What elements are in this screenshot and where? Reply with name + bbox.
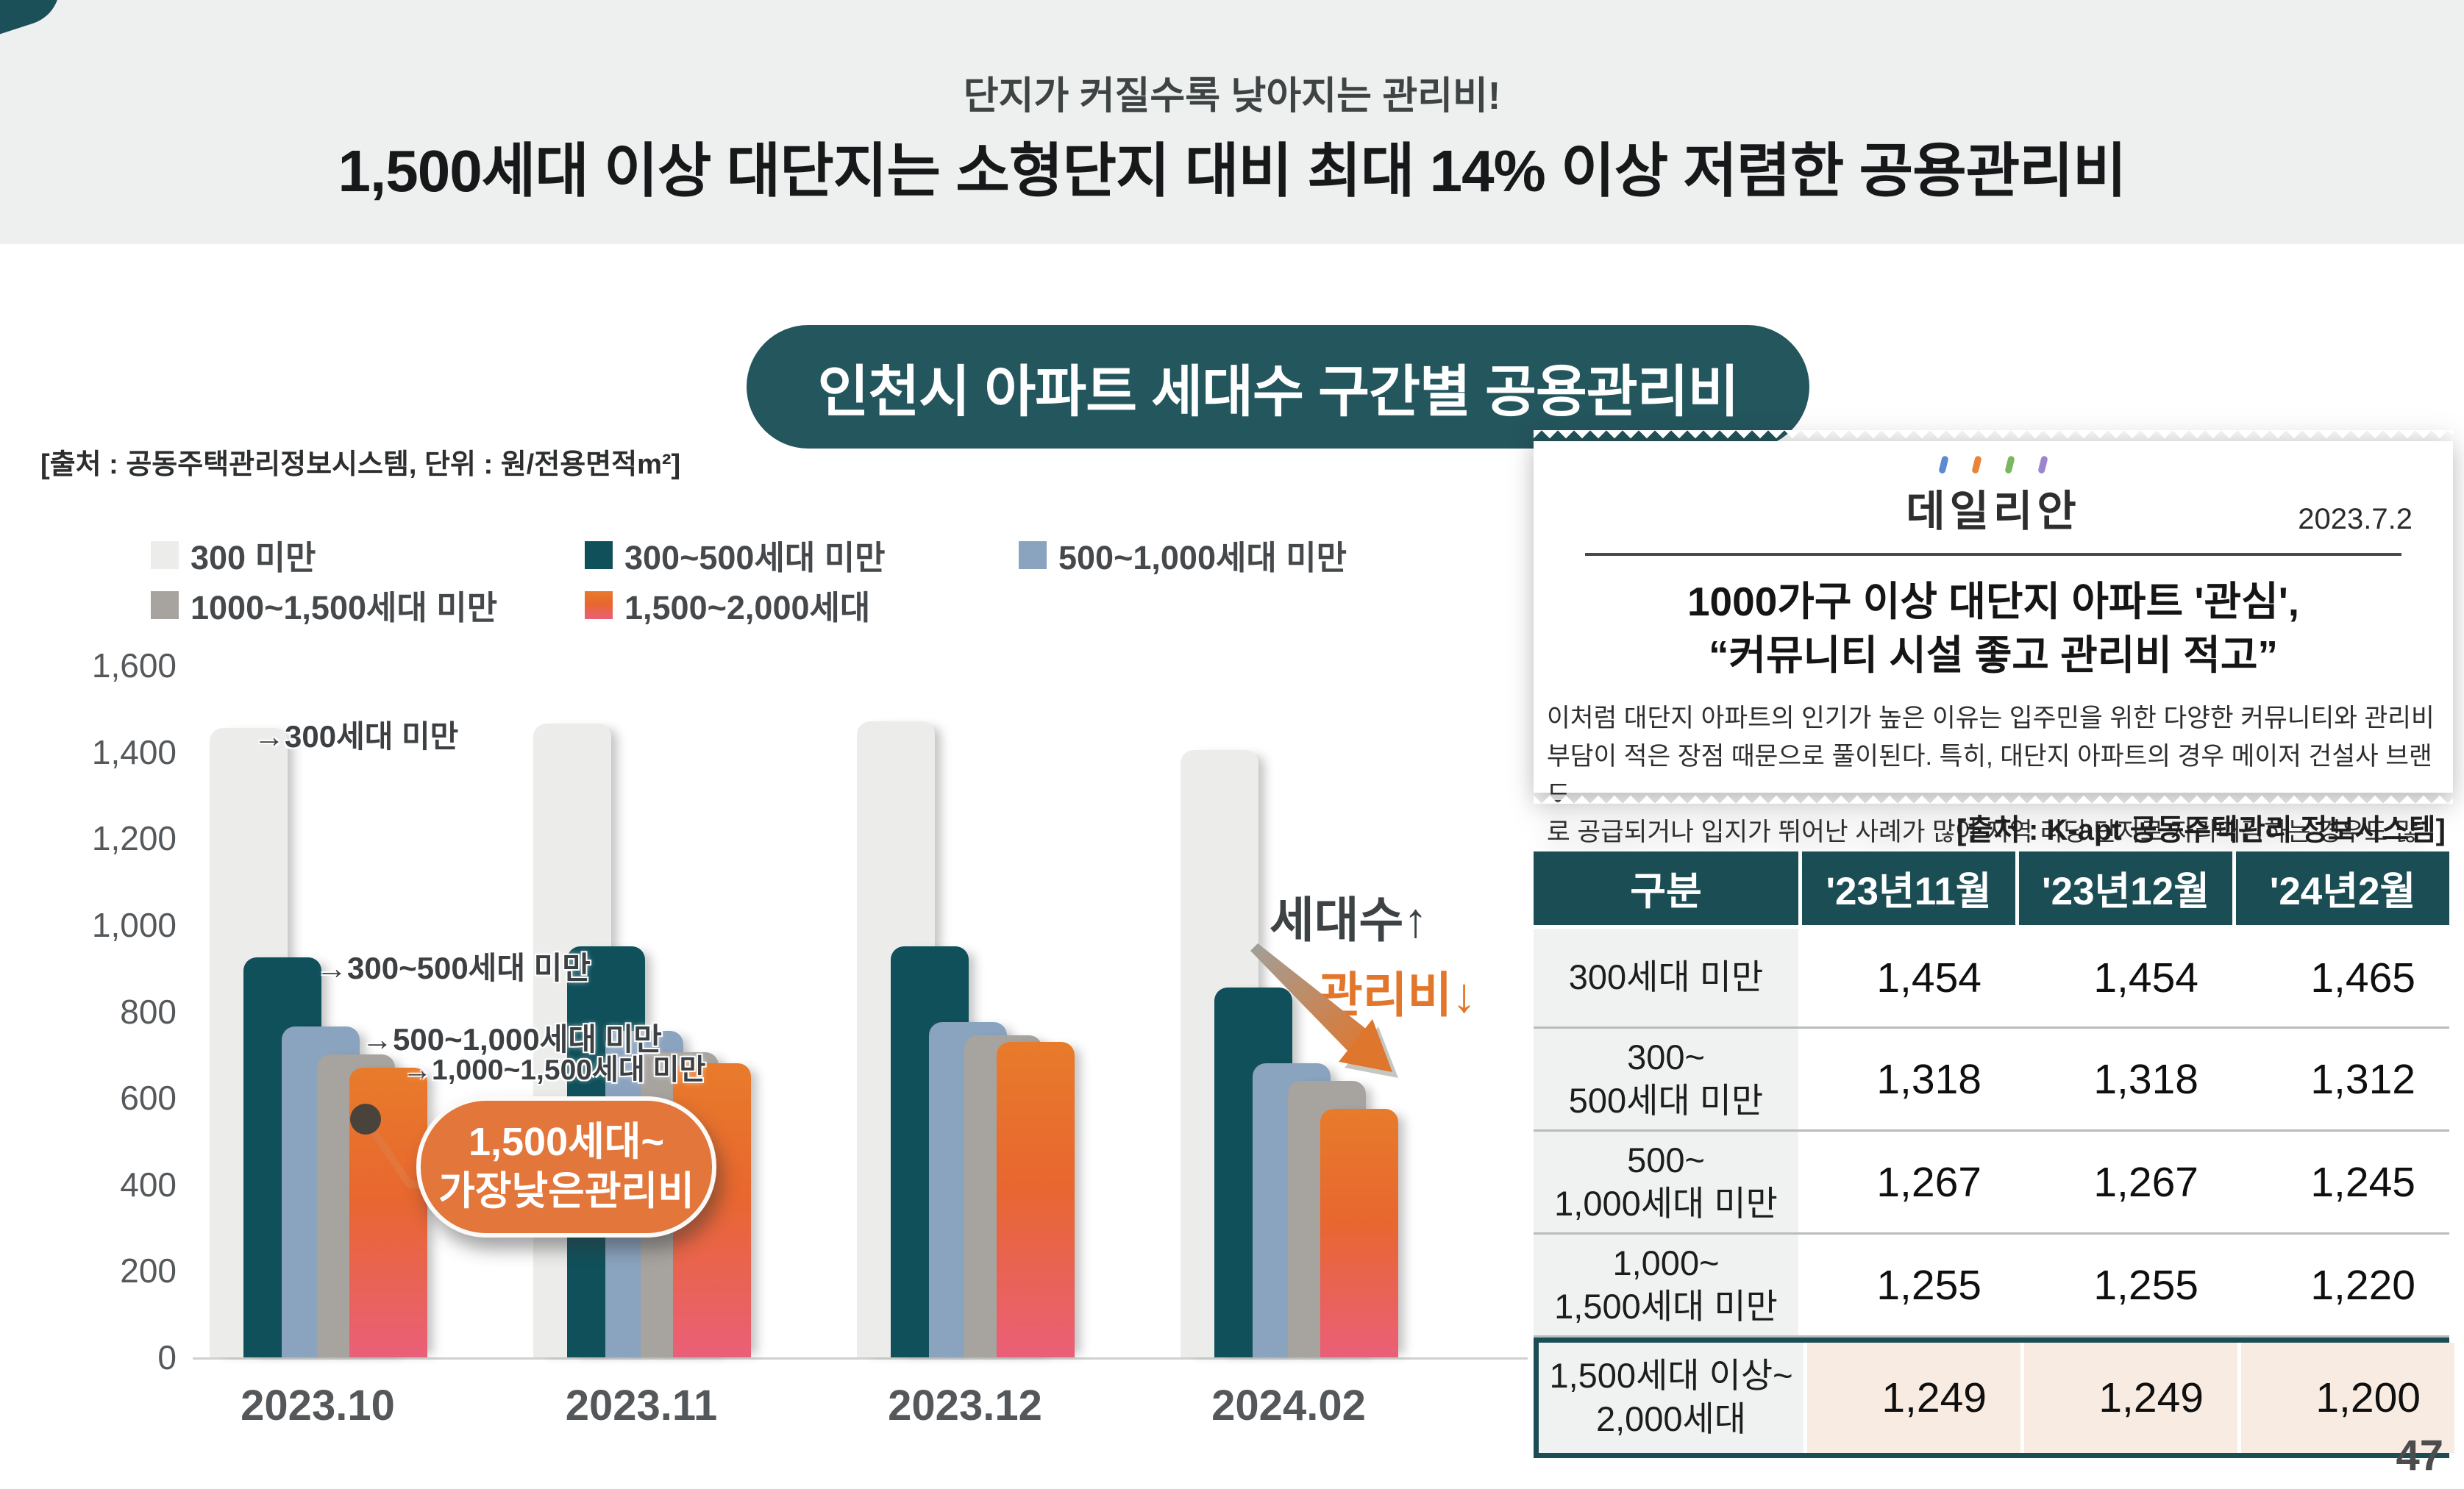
x-axis-label: 2024.02 [1211, 1382, 1366, 1429]
news-body-line1: 이처럼 대단지 아파트의 인기가 높은 이유는 입주민을 위한 다양한 커뮤니티… [1547, 704, 2435, 732]
cell-value: 1,249 [2024, 1343, 2237, 1453]
legend-label-under300: 300 미만 [191, 539, 316, 576]
row-label: 1,500세대 이상~ 2,000세대 [1539, 1343, 1804, 1453]
row-label: 300~ 500세대 미만 [1534, 1029, 1798, 1129]
chart-title-text: 인천시 아파트 세대수 구간별 공용관리비 [817, 361, 1739, 424]
legend-item-under300: 300 미만 [151, 531, 316, 579]
table-header-row: 구분 '23년11월 '23년12월 '24년2월 [1534, 851, 2449, 925]
cell-value: 1,255 [1802, 1235, 2015, 1335]
news-divider [1585, 553, 2401, 556]
news-clipping: 데일리안 2023.7.2 1000가구 이상 대단지 아파트 '관심', “커… [1534, 430, 2453, 885]
table-header-dec23: '23년12월 [2019, 851, 2232, 925]
table-header-feb24: '24년2월 [2236, 851, 2449, 925]
table-row: 300~ 500세대 미만 1,318 1,318 1,312 [1534, 1029, 2449, 1132]
table-row: 300세대 미만 1,454 1,454 1,465 [1534, 929, 2449, 1029]
cell-value: 1,255 [2019, 1235, 2232, 1335]
legend-item-1500-2000: 1,500~2,000세대 [585, 581, 870, 629]
cell-value: 1,318 [1802, 1029, 2015, 1129]
legend-label-1500-2000: 1,500~2,000세대 [624, 589, 871, 626]
legend-label-1000-1500: 1000~1,500세대 미만 [191, 589, 498, 626]
news-body: 이처럼 대단지 아파트의 인기가 높은 이유는 입주민을 위한 다양한 커뮤니티… [1547, 700, 2443, 890]
legend-item-500-1000: 500~1,000세대 미만 [1019, 531, 1347, 579]
cell-value: 1,267 [1802, 1132, 2015, 1232]
cell-value: 1,454 [1802, 929, 2015, 1026]
annotation-300-500: →300~500세대 미만 [316, 951, 591, 985]
y-tick-label: 200 [120, 1251, 177, 1290]
fee-down-label: 관리비↓ [1318, 968, 1477, 1022]
table-source-note: [출처 : K-apt 공동주택관리 정보시스템] [1956, 814, 2446, 846]
legend-swatch-under300 [151, 540, 179, 569]
header-band [0, 0, 2464, 244]
cell-value: 1,318 [2019, 1029, 2232, 1129]
fee-table: 구분 '23년11월 '23년12월 '24년2월 300세대 미만 1,454… [1534, 851, 2454, 1458]
table-header-nov23: '23년11월 [1802, 851, 2015, 925]
news-body-line2: 부담이 적은 장점 때문으로 풀이된다. 특히, 대단지 아파트의 경우 메이저… [1547, 742, 2432, 809]
table-row: 500~ 1,000세대 미만 1,267 1,267 1,245 [1534, 1132, 2449, 1235]
page-number: 47 [2396, 1432, 2443, 1479]
legend-item-300-500: 300~500세대 미만 [585, 531, 886, 579]
y-tick-label: 800 [120, 992, 177, 1031]
cell-value: 1,454 [2019, 929, 2232, 1026]
y-tick-label: 1,400 [91, 732, 177, 771]
chart-title-badge: 인천시 아파트 세대수 구간별 공용관리비 [747, 325, 1809, 449]
y-tick-label: 400 [120, 1165, 177, 1204]
table-header-gubun: 구분 [1534, 851, 1798, 925]
news-date: 2023.7.2 [2298, 503, 2413, 535]
row-label: 1,000~ 1,500세대 미만 [1534, 1235, 1798, 1335]
households-up-label: 세대수↑ [1270, 893, 1428, 947]
bar-2023.12-series-4 [997, 1042, 1075, 1357]
slide-subtitle: 단지가 커질수록 낮아지는 관리비! [963, 75, 1501, 118]
callout-line2: 가장낮은관리비 [438, 1169, 694, 1213]
news-headline-line1: 1000가구 이상 대단지 아파트 '관심', [1687, 579, 2300, 624]
news-headline: 1000가구 이상 대단지 아파트 '관심', “커뮤니티 시설 좋고 관리비 … [1534, 575, 2453, 682]
y-tick-label: 1,000 [91, 905, 177, 944]
y-axis: 1,600 1,400 1,200 1,000 800 600 400 200 0 [29, 646, 177, 1376]
row-label: 500~ 1,000세대 미만 [1534, 1132, 1798, 1232]
callout-line1: 1,500세대~ [468, 1119, 665, 1164]
chart-source-note: [출처 : 공동주택관리정보시스템, 단위 : 원/전용면적m²] [40, 449, 681, 480]
x-axis-labels: 2023.10 2023.11 2023.12 2024.02 [199, 1381, 1523, 1440]
slide-title: 1,500세대 이상 대단지는 소형단지 대비 최대 14% 이상 저렴한 공용… [338, 138, 2127, 204]
legend-swatch-1000-1500 [151, 590, 179, 619]
cell-value: 1,267 [2019, 1132, 2232, 1232]
legend-label-500-1000: 500~1,000세대 미만 [1058, 539, 1347, 576]
x-axis-label: 2023.10 [241, 1382, 395, 1429]
table-row: 1,000~ 1,500세대 미만 1,255 1,255 1,220 [1534, 1235, 2449, 1338]
y-tick-label: 0 [157, 1338, 177, 1376]
cell-value: 1,249 [1807, 1343, 2020, 1453]
cell-value: 1,245 [2236, 1132, 2449, 1232]
lowest-fee-callout: 1,500세대~ 가장낮은관리비 [416, 1096, 716, 1238]
x-axis-label: 2023.12 [888, 1382, 1042, 1429]
y-tick-label: 1,200 [91, 819, 177, 858]
legend-item-1000-1500: 1000~1,500세대 미만 [151, 581, 497, 629]
legend-swatch-300-500 [585, 540, 613, 569]
cell-value: 1,200 [2241, 1343, 2454, 1453]
table-row-highlighted: 1,500세대 이상~ 2,000세대 1,249 1,249 1,200 [1534, 1338, 2454, 1458]
annotation-500-1000: →500~1,000세대 미만 [362, 1022, 662, 1057]
bar-2023.10-series-4 [349, 1068, 427, 1357]
legend-label-300-500: 300~500세대 미만 [624, 539, 886, 576]
row-label: 300세대 미만 [1534, 929, 1798, 1026]
legend-swatch-500-1000 [1019, 540, 1047, 569]
x-axis-label: 2023.11 [565, 1382, 718, 1429]
annotation-under300: →300세대 미만 [254, 719, 459, 754]
annotation-1000-1500: →1,000~1,500세대 미만 [403, 1054, 706, 1086]
cell-value: 1,220 [2236, 1235, 2449, 1335]
cell-value: 1,465 [2236, 929, 2449, 1026]
y-tick-label: 600 [120, 1079, 177, 1118]
x-axis-baseline [193, 1357, 1528, 1360]
cell-value: 1,312 [2236, 1029, 2449, 1129]
dailian-logo-ticks-icon [1534, 455, 2453, 474]
bar-2024.02-series-4 [1320, 1109, 1398, 1357]
legend-swatch-1500-2000 [585, 590, 613, 619]
news-logo: 데일리안 [1906, 488, 2081, 535]
news-headline-line2: “커뮤니티 시설 좋고 관리비 적고” [1709, 632, 2278, 678]
y-tick-label: 1,600 [91, 646, 177, 685]
